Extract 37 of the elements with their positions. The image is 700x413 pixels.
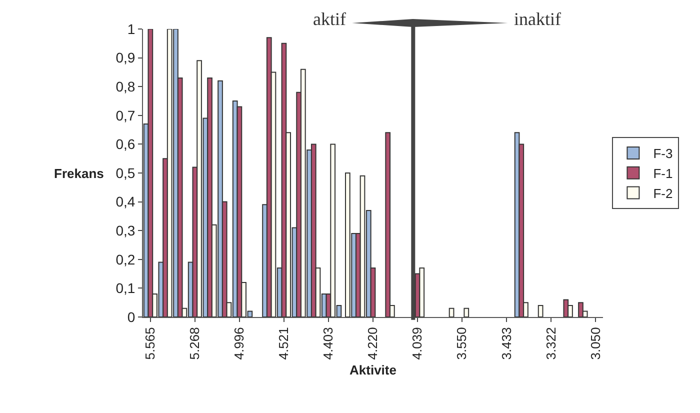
bar	[538, 304, 544, 317]
legend-label: F-2	[653, 186, 673, 201]
annotation: aktif	[313, 9, 346, 29]
bar	[148, 29, 154, 317]
x-tick-label: 4.039	[410, 327, 425, 360]
x-tick-label: 5.268	[187, 327, 202, 360]
legend-label: F-3	[653, 146, 673, 162]
y-tick-label: 0,6	[116, 136, 136, 152]
y-tick-label: 0,5	[116, 164, 136, 181]
x-tick-label: 4.521	[276, 327, 292, 360]
legend-label: F-1	[653, 166, 673, 181]
x-tick-label: 3.550	[454, 327, 470, 360]
y-tick-label: 0,9	[116, 50, 136, 66]
y-tick-label: 1	[127, 20, 136, 37]
x-axis-title: Aktivite	[350, 362, 396, 378]
y-tick-label: 0,8	[116, 78, 136, 94]
bar	[448, 308, 454, 317]
x-tick-label: 4.220	[365, 327, 380, 360]
x-tick-label: 3.322	[543, 327, 558, 360]
bar	[464, 308, 470, 317]
x-tick-label: 4.403	[320, 327, 336, 360]
y-tick-label: 0,1	[116, 280, 136, 296]
y-tick-label: 0,3	[116, 222, 136, 238]
x-tick-label: 3.433	[498, 327, 514, 360]
bar	[310, 144, 316, 317]
y-tick-label: 0,7	[116, 107, 136, 124]
x-tick-label: 4.996	[232, 327, 247, 360]
annotation: inaktif	[514, 9, 561, 29]
y-tick-label: 0,2	[116, 251, 136, 268]
x-tick-label: 5.565	[142, 327, 158, 360]
bar	[419, 268, 425, 317]
y-tick-label: 0,4	[116, 194, 136, 210]
y-axis-title: Frekans	[54, 166, 104, 181]
bar	[385, 132, 391, 317]
x-tick-label: 3.050	[588, 327, 603, 360]
bar	[563, 299, 569, 317]
y-tick-label: 0	[127, 308, 136, 325]
